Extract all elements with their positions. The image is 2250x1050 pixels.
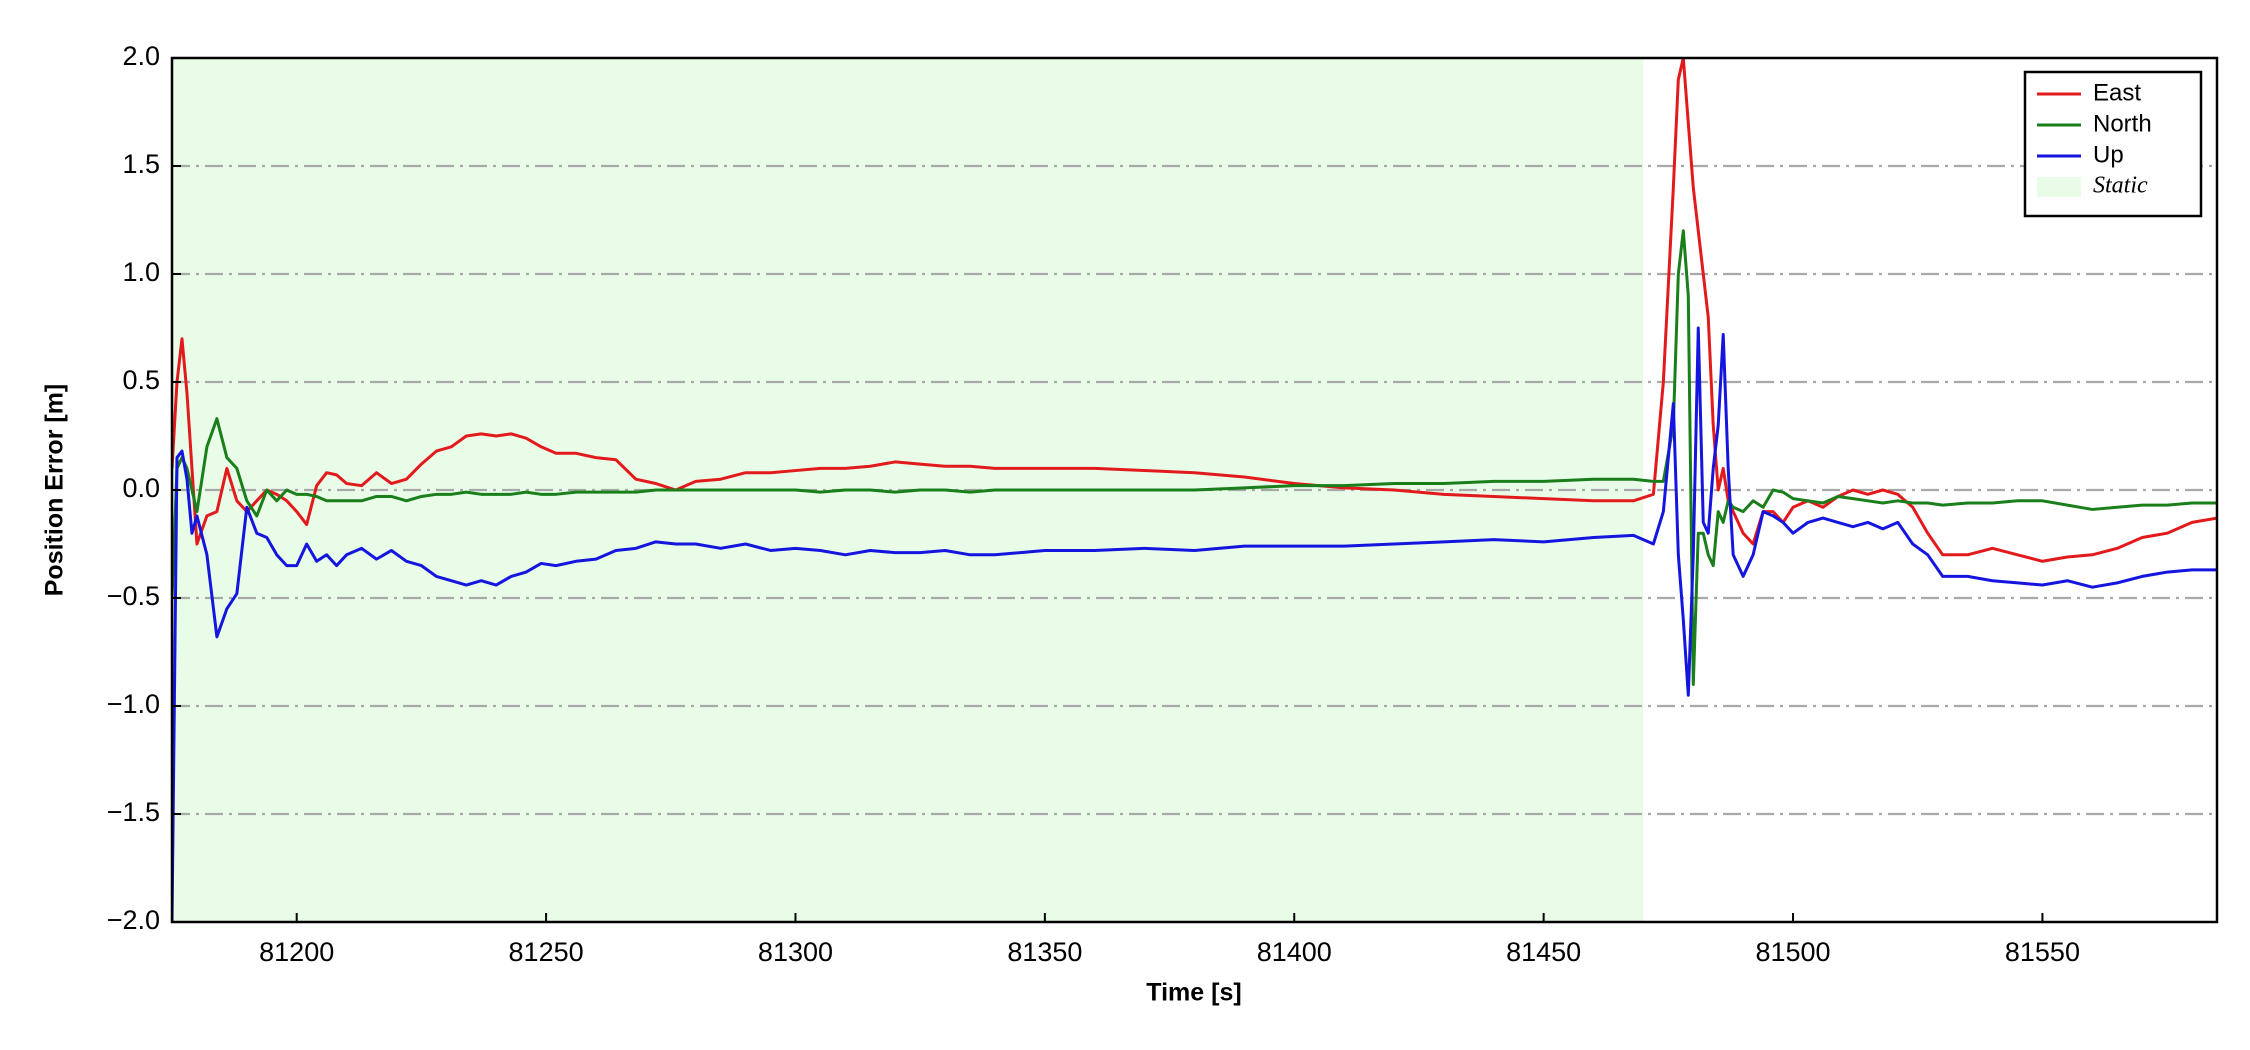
- series-line: [172, 326, 2217, 922]
- y-tick-label: 0.5: [122, 365, 160, 395]
- x-tick-label: 81400: [1257, 937, 1332, 967]
- y-tick-label: −1.5: [107, 797, 160, 827]
- y-axis-title: Position Error [m]: [41, 384, 69, 597]
- legend: East North Up Static: [2023, 70, 2203, 218]
- x-tick-label: 81250: [509, 937, 584, 967]
- x-tick-label: 81450: [1506, 937, 1581, 967]
- legend-label: Static: [2093, 173, 2148, 199]
- legend-label: North: [2093, 110, 2152, 137]
- y-tick-label: −2.0: [107, 905, 160, 935]
- y-tick-label: −1.0: [107, 689, 160, 719]
- x-tick-label: 81200: [259, 937, 334, 967]
- legend-label: Up: [2093, 141, 2124, 168]
- x-tick-label: 81550: [2005, 937, 2080, 967]
- y-tick-label: 2.0: [122, 41, 160, 71]
- y-tick-label: −0.5: [107, 581, 160, 611]
- legend-label: East: [2093, 79, 2141, 106]
- legend-swatch: [2037, 177, 2081, 197]
- y-tick-label: 1.0: [122, 257, 160, 287]
- x-axis-title: Time [s]: [1146, 979, 1241, 1007]
- y-tick-label: 0.0: [122, 473, 160, 503]
- x-tick-label: 81350: [1007, 937, 1082, 967]
- y-tick-label: 1.5: [122, 149, 160, 179]
- series-line: [172, 229, 2217, 686]
- x-tick-label: 81300: [758, 937, 833, 967]
- x-tick-label: 81500: [1755, 937, 1830, 967]
- plot-frame: [170, 56, 2219, 924]
